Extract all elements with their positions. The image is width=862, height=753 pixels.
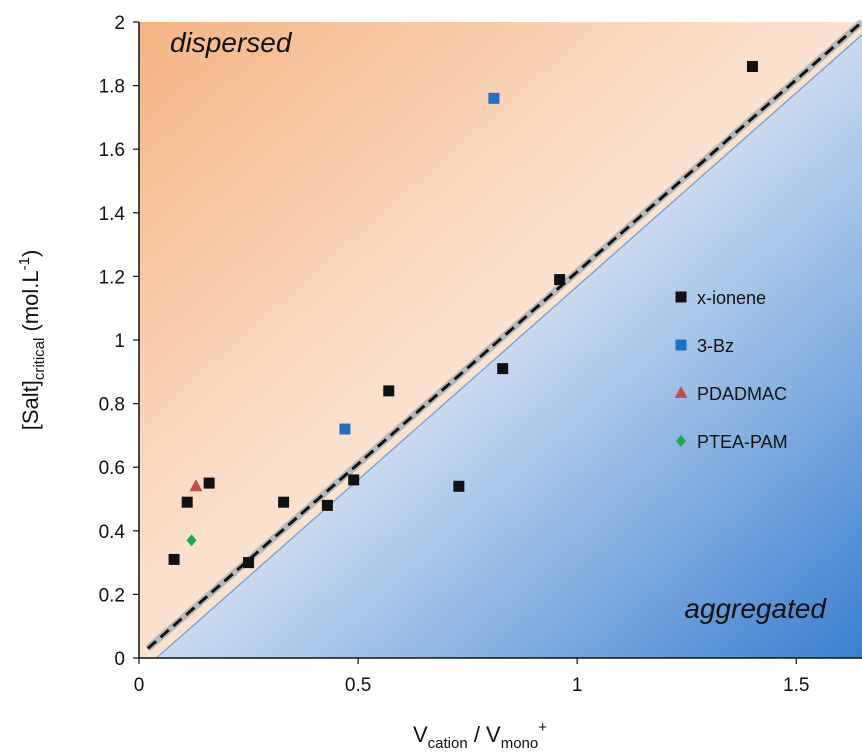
- data-point-x-ionene: [348, 474, 360, 486]
- legend-label-x-ionene: x-ionene: [697, 288, 766, 308]
- y-tick-label: 1.4: [99, 204, 126, 225]
- data-point-ptea-pam: [186, 534, 197, 547]
- y-tick-label: 0.6: [99, 458, 125, 479]
- data-point-x-ionene: [181, 496, 193, 508]
- x-title-sep: / V: [468, 722, 501, 747]
- x-title-sub1: cation: [428, 735, 468, 752]
- x-title-sub2: mono: [501, 735, 539, 752]
- y-title-sub: critical: [31, 338, 48, 381]
- y-tick-label: 2: [114, 13, 125, 34]
- y-title-rest: (mol.L: [18, 270, 43, 337]
- legend-label-pdadmac: PDADMAC: [697, 384, 787, 404]
- legend-marker-ptea-pam: [676, 435, 686, 447]
- data-point-x-ionene: [321, 499, 333, 511]
- x-tick-label: 1: [572, 675, 583, 696]
- x-title-main: V: [413, 722, 428, 747]
- legend-marker-x-ionene: [675, 291, 687, 303]
- y-tick-label: 1.8: [99, 77, 125, 98]
- data-point-x-ionene: [168, 553, 180, 565]
- data-point-x-ionene: [746, 61, 758, 73]
- data-point-3-bz: [339, 423, 351, 435]
- legend-label-ptea-pam: PTEA-PAM: [697, 432, 788, 452]
- region-label-aggregated: aggregated: [684, 593, 827, 624]
- y-title-close: ): [18, 250, 43, 257]
- boundary-line-dashed: [146, 20, 862, 650]
- data-point-pdadmac: [189, 479, 203, 492]
- y-title-main: [Salt]: [18, 380, 43, 430]
- y-title-sup: -1: [16, 257, 33, 270]
- tick-labels: 0 0.2 0.4 0.6 0.8 1 1.2 1.4 1.6 1.8 2 0 0.5 1 1.5: [99, 13, 810, 696]
- boundary-lines: [145, 19, 862, 659]
- y-tick-label: 1.6: [99, 140, 125, 161]
- y-tick-label: 1: [114, 331, 125, 352]
- legend: x-ionene 3-Bz PDADMAC PTEA-PAM: [674, 288, 788, 452]
- x-tick-label: 1.5: [783, 675, 809, 696]
- x-axis-title: Vcation / Vmono+: [413, 719, 547, 752]
- y-tick-label: 0: [114, 649, 125, 670]
- data-point-3-bz: [488, 92, 500, 104]
- y-tick-label: 0.2: [99, 585, 125, 606]
- data-point-x-ionene: [243, 557, 255, 569]
- data-point-x-ionene: [554, 274, 566, 286]
- y-tick-label: 1.2: [99, 267, 125, 288]
- x-tick-label: 0.5: [345, 675, 371, 696]
- y-tick-label: 0.8: [99, 395, 125, 416]
- y-axis-title: [Salt]critical (mol.L-1): [16, 250, 48, 431]
- data-point-x-ionene: [453, 480, 465, 492]
- data-point-x-ionene: [383, 385, 395, 397]
- boundary-line-solid: [156, 34, 862, 659]
- x-title-sup: +: [538, 719, 547, 736]
- legend-marker-pdadmac: [674, 386, 688, 398]
- region-label-dispersed: dispersed: [170, 27, 293, 58]
- data-point-x-ionene: [278, 496, 290, 508]
- legend-marker-3-bz: [675, 339, 687, 351]
- data-points: [168, 61, 758, 569]
- x-tick-label: 0: [134, 675, 145, 696]
- legend-label-3-bz: 3-Bz: [697, 336, 734, 356]
- data-point-x-ionene: [497, 363, 509, 375]
- data-point-x-ionene: [203, 477, 215, 489]
- y-tick-label: 0.4: [99, 522, 126, 543]
